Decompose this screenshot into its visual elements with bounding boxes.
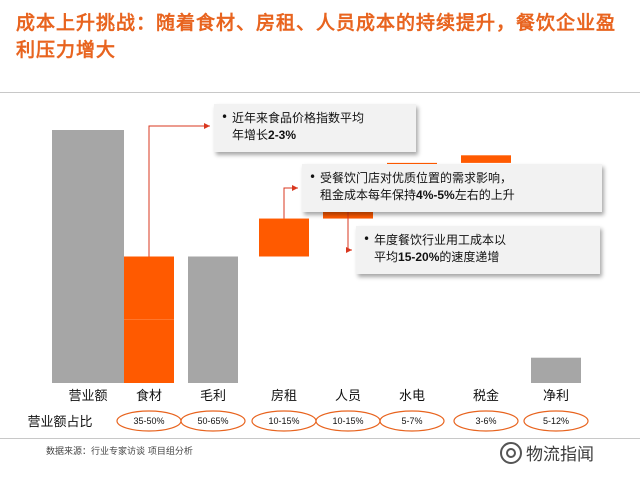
arrow-food-head	[204, 123, 210, 129]
callout-line2-bold: 2-3%	[268, 128, 297, 142]
share-pill-6	[453, 410, 519, 432]
share-row-label: 营业额占比	[27, 415, 92, 430]
share-value-1: 35-50%	[133, 416, 164, 426]
callout-line1: 受餐饮门店对优质位置的需求影响，	[320, 171, 513, 185]
footer-divider	[0, 438, 640, 439]
share-value-5: 5-7%	[401, 416, 422, 426]
share-value-6: 3-6%	[475, 416, 496, 426]
share-value-4: 10-15%	[332, 416, 363, 426]
category-label-6: 水电	[399, 389, 425, 404]
share-pill-2	[180, 410, 246, 432]
callout-line1: 年度餐饮行业用工成本以	[374, 233, 507, 247]
category-label-2: 食材	[136, 388, 162, 404]
share-pill-7	[523, 410, 589, 432]
page-title: 成本上升挑战：随着食材、房租、人员成本的持续提升，餐饮企业盈利压力增大	[16, 12, 617, 61]
callout-line1: 近年来食品价格指数平均	[232, 111, 365, 125]
arrow-rent	[283, 187, 298, 219]
callout-line2-bold: 4%-5%	[416, 188, 455, 202]
category-label-8: 净利	[543, 389, 569, 404]
arrow-labor-head	[346, 247, 352, 253]
category-label-1: 营业额	[68, 389, 107, 404]
bar-8	[531, 357, 581, 383]
bar-7	[461, 155, 511, 163]
callout-labor: 年度餐饮行业用工成本以 平均15-20%的速度递增	[356, 226, 600, 274]
bar-1	[52, 130, 124, 383]
callout-line2-bold: 15-20%	[398, 250, 440, 264]
share-pill-5	[379, 410, 445, 432]
callout-line2-pre: 年增长	[232, 128, 269, 142]
category-label-7: 税金	[473, 388, 499, 404]
wechat-icon	[500, 442, 522, 464]
category-label-5: 人员	[335, 389, 361, 404]
callout-food-price: 近年来食品价格指数平均 年增长2-3%	[214, 104, 416, 152]
arrow-food	[148, 125, 210, 257]
bar-4	[259, 218, 309, 257]
share-value-7: 5-12%	[543, 416, 569, 426]
arrow-rent-head	[292, 185, 298, 191]
callout-line2-pre: 租金成本每年保持	[320, 188, 417, 202]
callout-rent: 受餐饮门店对优质位置的需求影响， 租金成本每年保持4%-5%左右的上升	[302, 164, 602, 212]
source-note: 数据来源：行业专家访谈 项目组分析	[46, 447, 193, 457]
callout-line2-post: 的速度递增	[439, 250, 500, 264]
bar-2	[124, 256, 174, 383]
callout-line2-post: 左右的上升	[454, 188, 515, 202]
category-label-3: 毛利	[200, 389, 226, 404]
callout-line2-pre: 平均	[374, 250, 399, 264]
bar-3	[188, 256, 238, 383]
category-label-4: 房租	[271, 388, 297, 404]
share-value-2: 50-65%	[197, 416, 228, 426]
title-divider	[0, 92, 640, 93]
brand-logo: 物流指闻	[500, 440, 594, 466]
brand-name: 物流指闻	[526, 445, 594, 465]
share-value-3: 10-15%	[268, 416, 299, 426]
